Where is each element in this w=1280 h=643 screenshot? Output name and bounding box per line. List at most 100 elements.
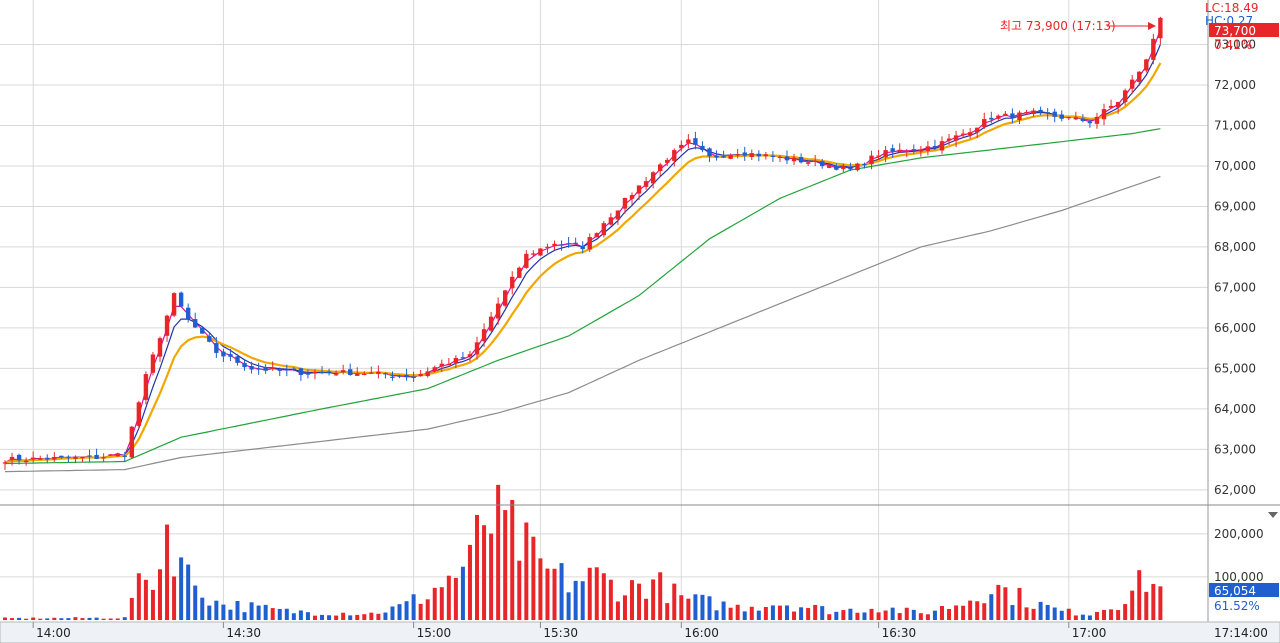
candle-body	[862, 163, 867, 166]
candle-body	[791, 157, 797, 162]
candle-body	[517, 267, 522, 278]
candle	[932, 139, 938, 151]
candle-body	[812, 160, 818, 162]
candle-body	[848, 168, 853, 170]
volume-bar	[221, 604, 226, 620]
volume-bar	[496, 484, 501, 620]
candle-body	[665, 159, 670, 163]
volume-bar	[982, 603, 987, 620]
candle-body	[150, 354, 156, 373]
candle	[425, 367, 430, 378]
candle	[545, 243, 550, 254]
volume-bar	[876, 612, 881, 620]
candle-body	[918, 149, 924, 152]
candle	[1017, 110, 1022, 124]
candle-body	[805, 162, 811, 164]
candle	[157, 336, 163, 362]
candle-body	[298, 368, 304, 375]
candle-body	[925, 146, 931, 151]
candle	[841, 163, 846, 173]
candle	[967, 128, 973, 139]
candle	[1108, 99, 1114, 109]
candle	[333, 370, 339, 376]
time-tick-label: 15:00	[417, 626, 452, 640]
candle-body	[742, 152, 747, 156]
candle-body	[1052, 111, 1057, 117]
candle-body	[80, 457, 85, 459]
candle	[848, 162, 853, 172]
volume-bar	[446, 575, 451, 620]
ma120-line	[4, 175, 1161, 473]
candle	[221, 348, 226, 362]
candle-body	[1101, 109, 1107, 120]
volume-bar	[115, 618, 120, 620]
candle-body	[996, 115, 1001, 119]
volume-bar	[320, 614, 325, 620]
price-tick-label: 62,000	[1214, 483, 1256, 497]
volume-bar	[136, 573, 141, 620]
candle-body	[693, 138, 698, 145]
candle	[214, 337, 219, 358]
volume-bar	[947, 609, 952, 620]
candle	[1066, 116, 1071, 121]
candle-body	[1144, 59, 1149, 71]
candle-body	[946, 138, 952, 141]
candle	[1073, 111, 1079, 121]
volume-bar	[277, 608, 282, 620]
volume-bar	[418, 603, 423, 620]
candle	[319, 366, 325, 375]
candle	[827, 164, 832, 169]
candle	[594, 232, 599, 238]
candle-body	[30, 457, 36, 460]
candle	[1003, 110, 1008, 117]
candle	[756, 150, 762, 162]
candle	[742, 146, 747, 161]
volume-bar	[73, 617, 78, 620]
candle-body	[369, 372, 374, 374]
volume-bar	[1158, 586, 1163, 620]
candle	[1045, 108, 1050, 120]
volume-bar	[968, 600, 973, 620]
candle	[481, 323, 487, 347]
volume-panel-toggle-icon[interactable]	[1268, 512, 1278, 518]
volume-bar	[172, 576, 177, 620]
candle-body	[622, 197, 628, 209]
candle	[1130, 75, 1135, 94]
candle	[38, 455, 43, 461]
volume-bar	[143, 579, 148, 620]
volume-bar	[284, 608, 289, 620]
candle	[52, 452, 57, 462]
volume-bar	[763, 607, 768, 620]
candle-body	[1130, 79, 1135, 89]
candle	[763, 151, 769, 160]
volume-bar	[87, 617, 92, 620]
candle	[9, 452, 15, 466]
candle-body	[1080, 118, 1086, 121]
candle	[362, 371, 367, 376]
volume-bar	[517, 560, 522, 620]
candle-body	[939, 141, 945, 151]
candle-body	[897, 149, 902, 153]
volume-bar	[1052, 607, 1057, 620]
candle-body	[714, 155, 719, 158]
candle	[390, 371, 395, 381]
candle	[636, 185, 642, 201]
candle	[897, 143, 902, 153]
volume-bar	[573, 580, 578, 620]
candle-body	[869, 155, 874, 165]
candle	[122, 451, 127, 463]
candle	[30, 451, 36, 463]
candle	[87, 449, 92, 462]
candle-body	[1003, 113, 1008, 116]
candle-body	[643, 181, 649, 187]
candle-body	[735, 154, 740, 156]
candle	[777, 155, 783, 162]
candle	[749, 149, 754, 161]
candle	[665, 157, 670, 166]
candle-body	[474, 342, 480, 355]
volume-bar	[1087, 615, 1092, 620]
candle-body	[460, 357, 466, 359]
candle	[376, 365, 381, 379]
candle	[284, 364, 289, 377]
candle-body	[1087, 122, 1093, 124]
